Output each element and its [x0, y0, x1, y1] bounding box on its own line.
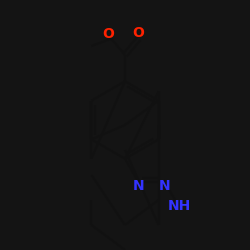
Text: O: O [133, 26, 144, 40]
Text: N: N [159, 179, 171, 193]
Text: O: O [102, 27, 114, 41]
Text: NH: NH [168, 199, 191, 213]
Text: N: N [133, 179, 144, 193]
